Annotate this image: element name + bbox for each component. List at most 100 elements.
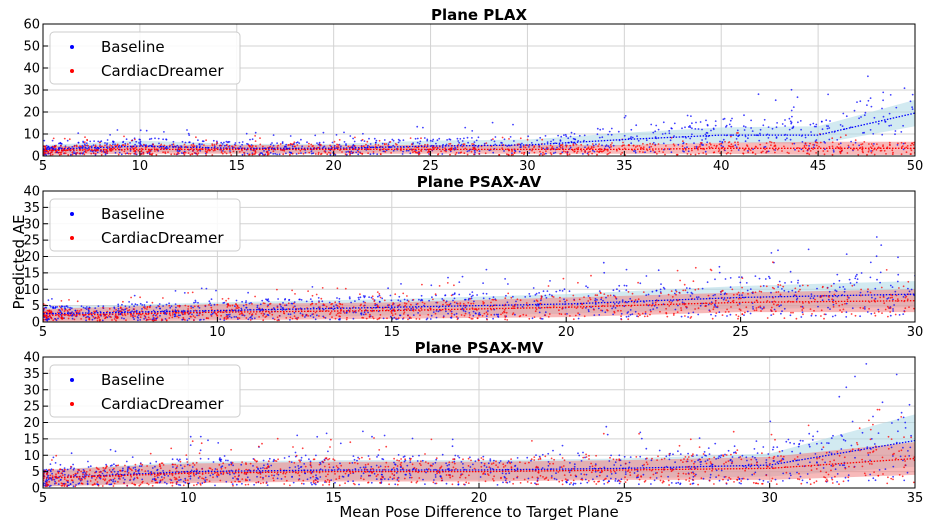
- data-point: [319, 476, 322, 478]
- data-point: [375, 464, 378, 467]
- data-point: [249, 462, 252, 465]
- data-point: [578, 298, 581, 301]
- data-point: [770, 144, 772, 147]
- data-point: [48, 485, 51, 488]
- data-point: [72, 485, 75, 488]
- data-point: [512, 123, 514, 126]
- data-point: [767, 126, 770, 128]
- data-point: [487, 310, 489, 312]
- data-point: [699, 461, 702, 463]
- data-point: [907, 287, 909, 290]
- data-point: [55, 454, 58, 457]
- data-point: [493, 140, 496, 143]
- data-point: [381, 307, 384, 310]
- data-point: [573, 138, 576, 141]
- data-point: [718, 265, 721, 268]
- data-point: [680, 307, 682, 309]
- data-point: [431, 140, 434, 143]
- data-point: [754, 275, 757, 277]
- data-point: [913, 307, 915, 310]
- data-point: [781, 123, 784, 125]
- data-point: [421, 459, 424, 462]
- data-point: [673, 312, 675, 315]
- data-point: [583, 315, 586, 318]
- data-point: [258, 307, 261, 310]
- data-point: [847, 479, 850, 482]
- data-point: [386, 306, 389, 309]
- data-point: [673, 122, 676, 125]
- data-point: [68, 138, 71, 141]
- data-point: [577, 452, 579, 455]
- data-point: [866, 311, 869, 313]
- data-point: [142, 153, 145, 155]
- data-point: [271, 313, 274, 316]
- data-point: [381, 458, 384, 460]
- data-point: [836, 139, 839, 141]
- data-point: [528, 146, 530, 148]
- data-point: [473, 300, 475, 303]
- y-tick-label: 30: [23, 217, 40, 232]
- data-point: [145, 319, 148, 322]
- data-point: [170, 447, 173, 450]
- data-point: [138, 138, 141, 141]
- data-point: [519, 315, 522, 317]
- data-point: [293, 301, 296, 303]
- data-point: [806, 284, 809, 287]
- data-point: [801, 309, 804, 311]
- data-point: [253, 483, 256, 486]
- data-point: [117, 303, 120, 306]
- data-point: [539, 150, 541, 153]
- data-point: [440, 479, 443, 482]
- data-point: [60, 144, 62, 147]
- data-point: [669, 139, 672, 142]
- data-point: [686, 306, 688, 308]
- data-point: [132, 467, 135, 469]
- data-point: [703, 451, 706, 453]
- data-point: [114, 314, 117, 317]
- data-point: [222, 150, 224, 152]
- data-point: [818, 145, 820, 148]
- data-point: [565, 299, 568, 302]
- data-point: [184, 313, 186, 315]
- data-point: [606, 309, 609, 312]
- data-point: [146, 150, 149, 153]
- data-point: [333, 140, 336, 143]
- data-point: [652, 131, 655, 134]
- y-axis-label: Predicted AE: [10, 215, 28, 310]
- data-point: [287, 313, 290, 316]
- data-point: [603, 466, 606, 469]
- data-point: [466, 150, 469, 153]
- data-point: [644, 311, 647, 313]
- data-point: [171, 458, 174, 461]
- data-point: [224, 309, 227, 312]
- data-point: [48, 316, 50, 318]
- data-point: [313, 480, 315, 482]
- data-point: [621, 151, 624, 154]
- data-point: [361, 138, 364, 141]
- data-point: [740, 297, 742, 300]
- data-point: [220, 466, 223, 468]
- data-point: [527, 135, 530, 138]
- data-point: [450, 315, 453, 318]
- data-point: [338, 315, 341, 318]
- data-point: [640, 437, 643, 440]
- data-point: [110, 316, 112, 319]
- data-point: [869, 291, 872, 294]
- data-point: [705, 454, 707, 457]
- data-point: [464, 147, 467, 150]
- data-point: [87, 466, 90, 468]
- data-point: [187, 305, 190, 308]
- data-point: [743, 314, 745, 316]
- data-point: [184, 304, 187, 307]
- data-point: [504, 315, 506, 317]
- data-point: [335, 314, 338, 316]
- data-point: [251, 303, 253, 305]
- data-point: [57, 309, 60, 311]
- data-point: [125, 307, 128, 310]
- data-point: [727, 151, 729, 154]
- data-point: [770, 314, 773, 316]
- data-point: [158, 303, 161, 305]
- data-point: [569, 135, 572, 138]
- data-point: [103, 150, 106, 153]
- data-point: [167, 475, 170, 477]
